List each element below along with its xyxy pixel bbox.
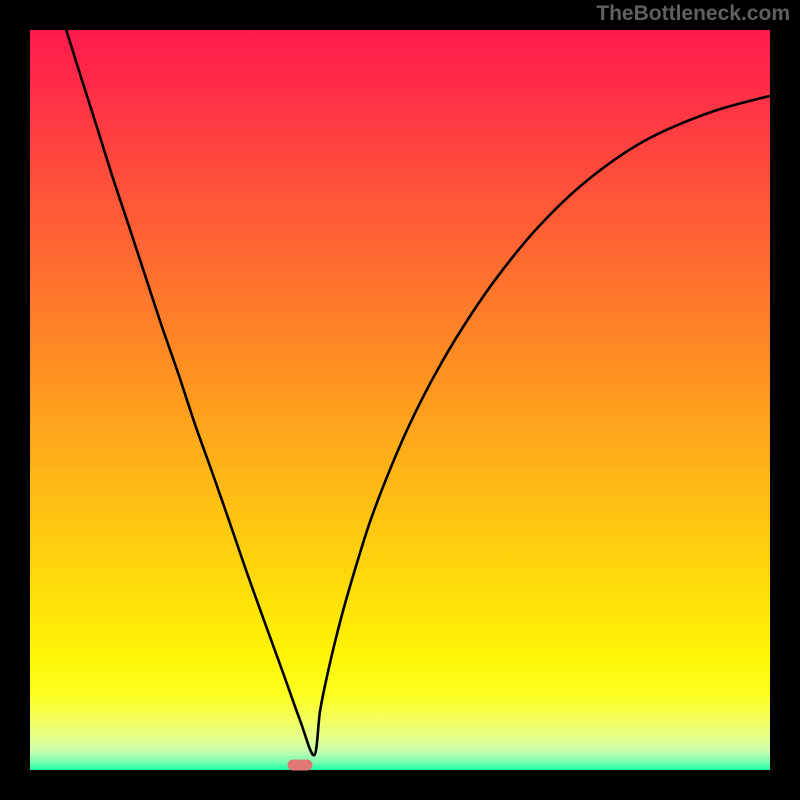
plot-area [30, 30, 770, 770]
chart-stage: TheBottleneck.com [0, 0, 800, 800]
v-notch-curve [66, 30, 770, 755]
watermark-text: TheBottleneck.com [596, 2, 790, 26]
minimum-marker [288, 759, 313, 770]
curve-layer [30, 30, 770, 770]
